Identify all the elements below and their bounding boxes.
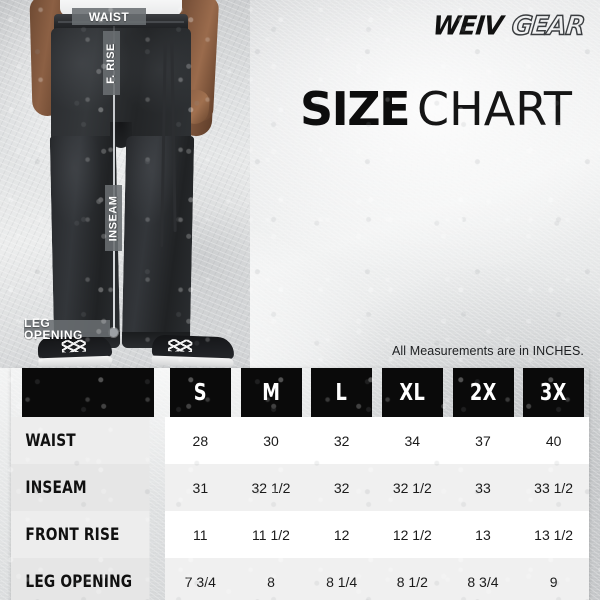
callout-front-rise: F. RISE (103, 31, 120, 95)
size-table-grid: S M L XL 2X 3X WAIST 28 30 32 34 37 40 (11, 368, 589, 600)
sweatpants (49, 14, 195, 348)
shoe-left-laces (61, 339, 87, 353)
row-label-leg-opening: LEG OPENING (11, 558, 150, 600)
size-header-3x: 3X (523, 368, 585, 417)
inseam-m: 32 1/2 (235, 464, 307, 511)
size-table-head: S M L XL 2X 3X (11, 368, 589, 417)
callout-leg-opening: LEG OPENING (24, 317, 110, 341)
leg-opening-m: 8 (235, 558, 307, 600)
leg-opening-3x: 9 (518, 558, 589, 600)
waist-s: 28 (165, 417, 236, 464)
size-table-body: WAIST 28 30 32 34 37 40 INSEAM 31 32 1/2… (11, 417, 589, 600)
leg-opening-2x: 8 3/4 (447, 558, 519, 600)
size-header-m: M (240, 368, 302, 417)
table-row: LEG OPENING 7 3/4 8 8 1/4 8 1/2 8 3/4 9 (11, 558, 589, 600)
table-row: FRONT RISE 11 11 1/2 12 12 1/2 13 13 1/2 (11, 511, 589, 558)
size-header-xl: XL (381, 368, 443, 417)
leg-opening-xl: 8 1/2 (376, 558, 448, 600)
pants-right-leg (121, 136, 195, 348)
inseam-2x: 33 (447, 464, 519, 511)
brand-logo: WEIV GEAR (431, 10, 586, 42)
callout-waist: WAIST (72, 8, 146, 25)
inseam-3x: 33 1/2 (518, 464, 589, 511)
waist-m: 30 (235, 417, 307, 464)
product-photo: WAIST F. RISE INSEAM LEG OPENING (0, 0, 250, 368)
inseam-s: 31 (165, 464, 236, 511)
front-rise-xl: 12 1/2 (376, 511, 448, 558)
shoe-right-laces (167, 339, 193, 352)
brand-logo-weiv: WEIV (431, 10, 505, 41)
inseam-xl: 32 1/2 (376, 464, 448, 511)
leg-opening-s: 7 3/4 (165, 558, 236, 600)
row-label-inseam: INSEAM (11, 464, 150, 511)
inseam-l: 32 (306, 464, 377, 511)
leg-opening-l: 8 1/4 (306, 558, 377, 600)
callout-leg-opening-label: LEG OPENING (24, 315, 83, 342)
front-rise-l: 12 (306, 511, 377, 558)
callout-front-rise-label: F. RISE (105, 42, 118, 84)
callout-inseam: INSEAM (105, 185, 122, 251)
measurement-guide-endpoint-icon (109, 328, 118, 337)
callout-waist-label: WAIST (88, 9, 130, 24)
size-table: S M L XL 2X 3X WAIST 28 30 32 34 37 40 (11, 368, 589, 600)
row-label-waist: WAIST (11, 417, 150, 464)
table-row: INSEAM 31 32 1/2 32 32 1/2 33 33 1/2 (11, 464, 589, 511)
size-header-s: S (169, 368, 231, 417)
waist-2x: 37 (447, 417, 519, 464)
row-label-front-rise: FRONT RISE (11, 511, 150, 558)
page-title: SIZE CHART (300, 82, 572, 136)
size-table-measure-header (21, 368, 155, 417)
waist-xl: 34 (376, 417, 448, 464)
table-row: WAIST 28 30 32 34 37 40 (11, 417, 589, 464)
page-title-chart: CHART (417, 82, 572, 136)
front-rise-3x: 13 1/2 (518, 511, 589, 558)
front-rise-s: 11 (165, 511, 236, 558)
waist-3x: 40 (518, 417, 589, 464)
size-table-header-row: S M L XL 2X 3X (11, 368, 589, 417)
size-header-2x: 2X (452, 368, 514, 417)
brand-logo-gear: GEAR (509, 10, 586, 42)
front-rise-m: 11 1/2 (235, 511, 307, 558)
measurement-guide-line (113, 26, 115, 332)
shoe-right (151, 334, 235, 368)
page-title-size: SIZE (300, 82, 411, 136)
units-note: All Measurements are in INCHES. (391, 344, 584, 358)
waist-l: 32 (306, 417, 377, 464)
front-rise-2x: 13 (447, 511, 519, 558)
size-header-l: L (311, 368, 373, 417)
callout-inseam-label: INSEAM (107, 195, 119, 241)
